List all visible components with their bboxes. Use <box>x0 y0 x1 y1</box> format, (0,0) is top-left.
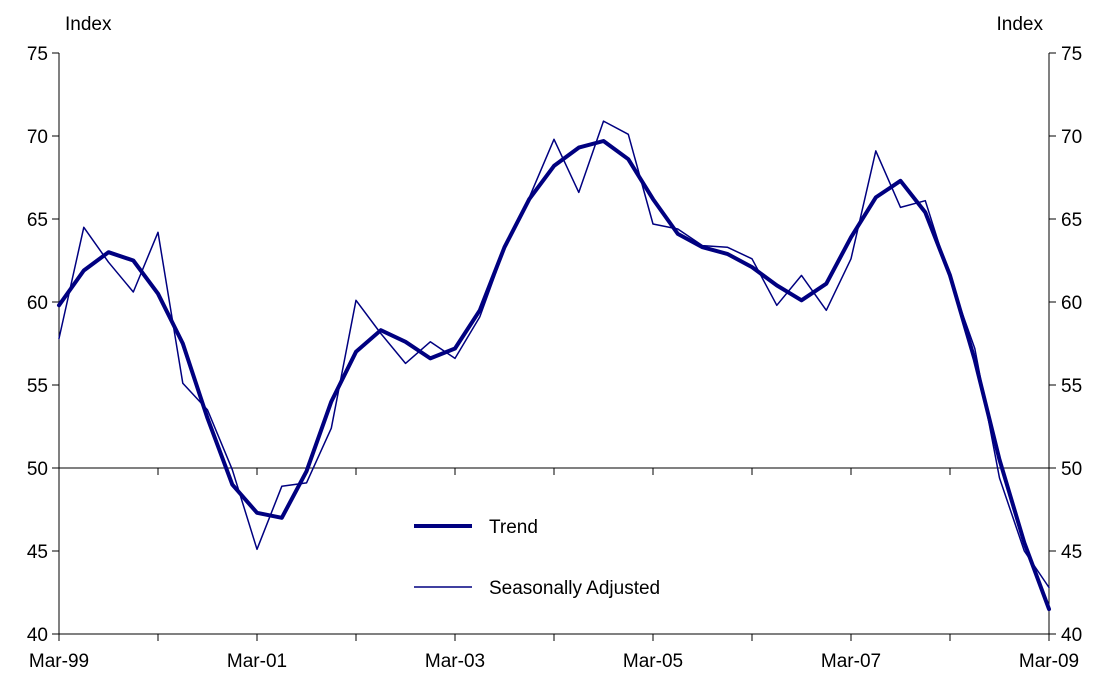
x-tick-label: Mar-99 <box>29 651 89 672</box>
x-tick-label: Mar-03 <box>425 651 485 672</box>
series-line-seasonally-adjusted <box>58 120 1050 589</box>
y-tick-label-right: 65 <box>1061 210 1082 231</box>
y-tick-label-left: 50 <box>27 459 48 480</box>
y-tick-label-right: 55 <box>1061 376 1082 397</box>
y-tick-label-right: 40 <box>1061 625 1082 646</box>
series-lines <box>57 120 1051 612</box>
y-tick-label-right: 45 <box>1061 542 1082 563</box>
y-tick-label-left: 40 <box>27 625 48 646</box>
y-tick-label-left: 45 <box>27 542 48 563</box>
y-tick-label-left: 65 <box>27 210 48 231</box>
x-tick-label: Mar-05 <box>623 651 683 672</box>
y-tick-label-right: 60 <box>1061 293 1082 314</box>
legend: Trend Seasonally Adjusted <box>414 517 660 599</box>
y-tick-label-right: 50 <box>1061 459 1082 480</box>
legend-label-trend: Trend <box>489 517 538 538</box>
x-tick-label: Mar-09 <box>1019 651 1079 672</box>
y-tick-label-left: 75 <box>27 44 48 65</box>
y-tick-label-left: 55 <box>27 376 48 397</box>
x-tick-label: Mar-07 <box>821 651 881 672</box>
series-line-trend <box>57 139 1051 612</box>
y-tick-label-left: 70 <box>27 127 48 148</box>
tick-labels: 40 40 45 45 50 50 55 55 60 60 65 65 70 70 75 75 Mar-99 Ma… <box>27 44 1082 672</box>
x-tick-label: Mar-01 <box>227 651 287 672</box>
y-tick-label-right: 75 <box>1061 44 1082 65</box>
right-axis-unit-label: Index <box>997 14 1044 35</box>
left-axis-unit-label: Index <box>65 14 112 35</box>
y-tick-label-left: 60 <box>27 293 48 314</box>
y-tick-label-right: 70 <box>1061 127 1082 148</box>
legend-label-seasonally-adjusted: Seasonally Adjusted <box>489 578 660 599</box>
